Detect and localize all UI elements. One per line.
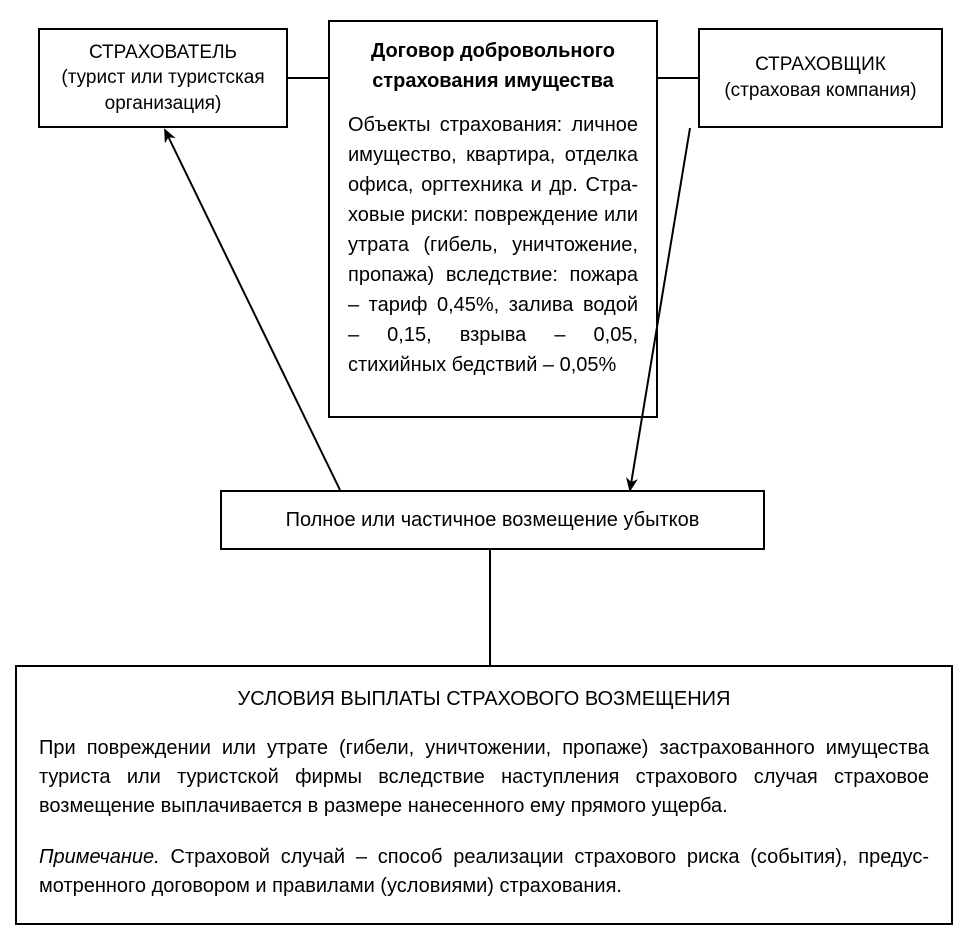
conditions-note-body: Страховой случай – способ реализации стр…: [39, 846, 929, 897]
node-insurer: СТРАХОВЩИК (страховая компания): [698, 28, 943, 128]
diagram-canvas: СТРАХОВАТЕЛЬ (турист или туристская орга…: [0, 0, 968, 940]
contract-title: Договор добровольного страхования имущес…: [348, 36, 638, 96]
compensation-text: Полное или частичное возмещение убытков: [286, 509, 700, 532]
node-conditions: УСЛОВИЯ ВЫПЛАТЫ СТРАХОВОГО ВОЗМЕЩЕНИЯ Пр…: [15, 665, 953, 925]
conditions-body: При повреждении или утрате (гибели, унич…: [39, 734, 929, 821]
contract-body: Объекты страхования: личное имущество, к…: [348, 110, 638, 380]
conditions-note: Примечание. Страховой случай – способ ре…: [39, 843, 929, 901]
insurer-subtitle: (страховая компания): [712, 78, 929, 104]
conditions-note-label: Примечание.: [39, 846, 160, 868]
node-compensation: Полное или частичное возмещение убытков: [220, 490, 765, 550]
conditions-title: УСЛОВИЯ ВЫПЛАТЫ СТРАХОВОГО ВОЗМЕЩЕНИЯ: [39, 685, 929, 714]
insured-title: СТРАХОВАТЕЛЬ: [52, 40, 274, 66]
node-insured: СТРАХОВАТЕЛЬ (турист или туристская орга…: [38, 28, 288, 128]
insured-subtitle: (турист или туристская организация): [52, 65, 274, 116]
insurer-title: СТРАХОВЩИК: [712, 52, 929, 78]
node-contract: Договор добровольного страхования имущес…: [328, 20, 658, 418]
